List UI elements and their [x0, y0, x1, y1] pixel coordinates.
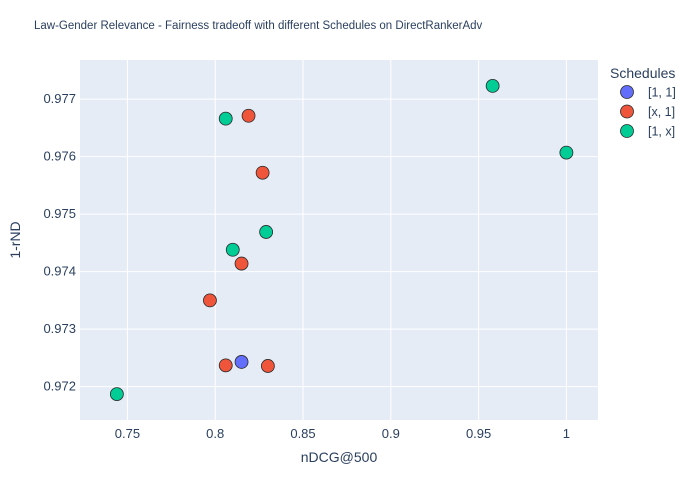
y-tick-label: 0.974: [43, 264, 76, 279]
data-point: [259, 225, 274, 239]
legend-marker: [620, 85, 634, 99]
legend-label: [x, 1]: [648, 105, 675, 119]
legend-label: [1, 1]: [648, 86, 676, 100]
series-3: [109, 78, 574, 402]
data-point: [109, 387, 124, 402]
data-point: [241, 108, 256, 123]
y-tick-label: 0.975: [43, 206, 76, 221]
data-points: [109, 78, 574, 402]
y-tick-label: 0.976: [43, 149, 76, 164]
legend-marker: [620, 104, 634, 119]
x-tick-label: 0.9: [382, 426, 400, 441]
grid-lines: [80, 60, 598, 420]
x-tick-label: 0.95: [466, 426, 491, 441]
legend-item[interactable]: [x, 1]: [620, 104, 676, 119]
x-tick-label: 0.8: [206, 426, 224, 441]
x-axis-ticks: 0.75 0.8 0.85 0.9 0.95 1: [115, 426, 570, 441]
y-axis-title: 1-rND: [7, 221, 23, 258]
y-tick-label: 0.973: [43, 321, 76, 336]
legend-title: Schedules: [610, 65, 675, 81]
data-point: [203, 293, 217, 308]
legend-label: [1, x]: [648, 125, 675, 139]
x-axis-title: nDCG@500: [301, 449, 378, 465]
data-point: [234, 355, 249, 369]
y-tick-label: 0.977: [43, 91, 76, 106]
data-point: [218, 111, 233, 126]
data-point: [260, 359, 275, 373]
chart-title: Law-Gender Relevance - Fairness tradeoff…: [34, 20, 483, 32]
x-tick-label: 0.85: [290, 426, 315, 441]
data-point: [485, 78, 500, 93]
y-tick-label: 0.972: [43, 379, 76, 394]
legend: Schedules [1, 1] [x, 1] [1, x]: [610, 65, 676, 139]
legend-item[interactable]: [1, 1]: [620, 85, 676, 100]
series-1: [234, 355, 249, 369]
x-tick-label: 1: [563, 426, 570, 441]
data-point: [218, 358, 233, 373]
y-axis-ticks: 0.972 0.973 0.974 0.975 0.976 0.977: [43, 91, 76, 394]
plot-area: [80, 60, 598, 420]
x-tick-label: 0.75: [115, 426, 140, 441]
data-point: [255, 165, 270, 180]
series-2: [203, 108, 275, 373]
data-point: [234, 256, 249, 271]
data-point: [559, 145, 574, 160]
legend-marker: [620, 124, 634, 138]
data-point: [225, 242, 240, 257]
legend-item[interactable]: [1, x]: [620, 124, 676, 139]
